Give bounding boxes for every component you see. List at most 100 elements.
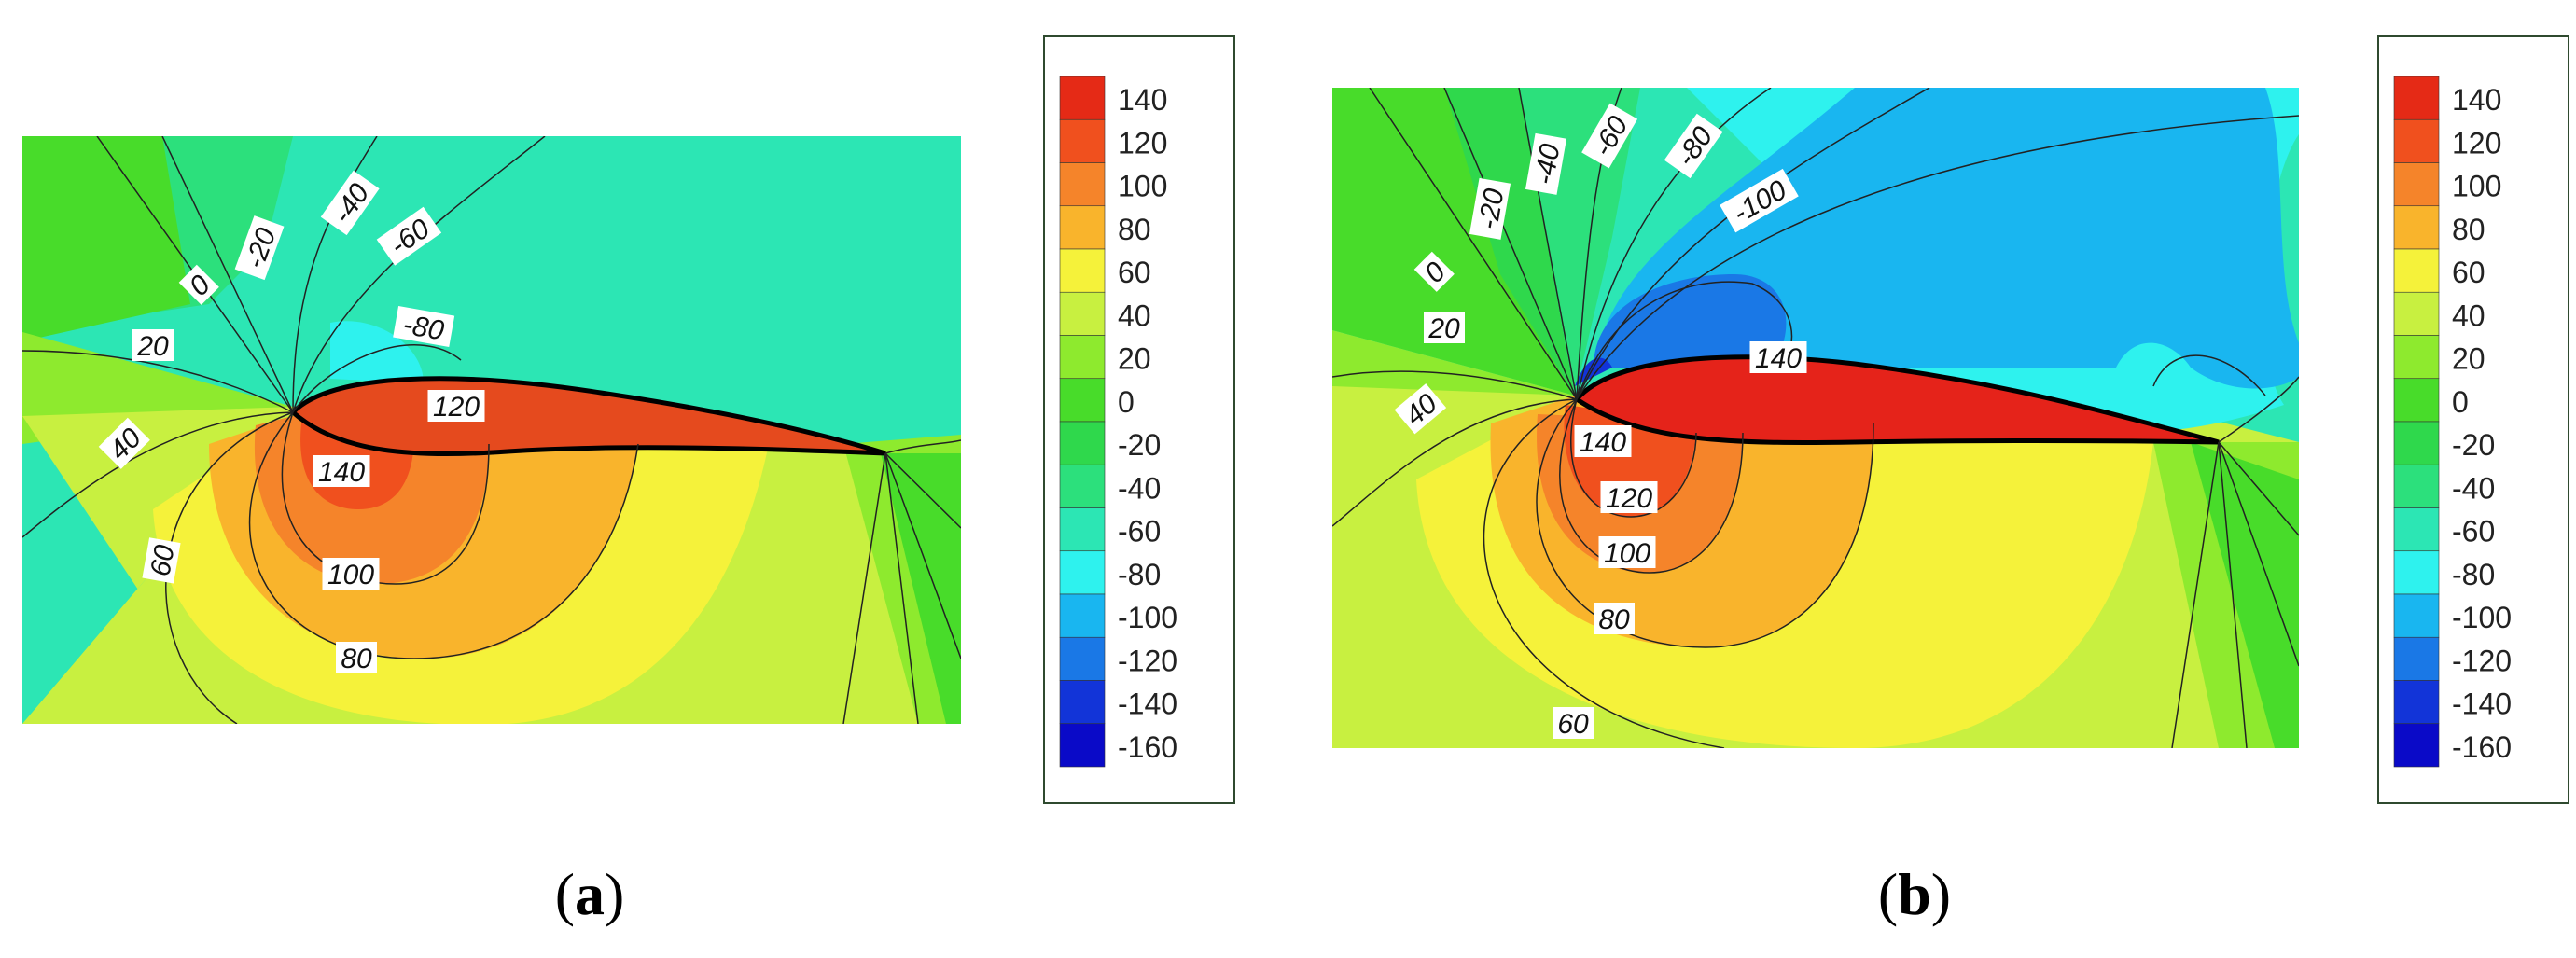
colorbar-a-tick-label: 100 — [1118, 170, 1167, 203]
caption-b: (b) — [1877, 861, 1952, 927]
colorbar-a-tick-label: -100 — [1118, 601, 1177, 634]
contour-label-a-bg — [336, 642, 377, 673]
region-0-right — [2191, 442, 2299, 748]
contour-label-b-bg — [1598, 536, 1656, 568]
contour-label-a-bg — [142, 537, 181, 584]
colorbar-b-swatch — [2393, 680, 2440, 725]
colorbar-a-swatch — [1059, 248, 1106, 293]
contour-label-a-bg — [427, 390, 485, 422]
contour-label-a-bg — [376, 206, 442, 266]
colorbar-b-swatch — [2393, 593, 2440, 638]
contour-plot-a: 0 -20 -40 -60 -80 20 40 60 120 140 100 80 — [22, 136, 961, 724]
contour-label-a: -80 — [401, 309, 447, 346]
contour-label-a-bg — [313, 455, 370, 487]
contour-label-b-bg — [1600, 481, 1658, 513]
colorbar-b-swatch — [2393, 464, 2440, 508]
colorbar-b-swatch — [2393, 118, 2440, 163]
colorbar-b-swatch — [2393, 76, 2440, 120]
caption-b-label: b — [1898, 861, 1931, 927]
contour-label-a-bg — [98, 417, 150, 469]
contour-label-a-bg — [234, 215, 285, 281]
colorbar-a-tick-label: -120 — [1118, 644, 1177, 677]
colorbar-a-tick-label: 80 — [1118, 213, 1151, 246]
contour-label-b: 20 — [1427, 313, 1460, 344]
colorbar-b-tick-label: 80 — [2452, 213, 2485, 246]
colorbar-b-swatch — [2393, 421, 2440, 465]
colorbar-b-tick-label: 20 — [2452, 342, 2485, 376]
contour-label-b-bg — [1413, 251, 1455, 292]
contour-label-a: 20 — [136, 331, 169, 362]
colorbar-b-swatch — [2393, 205, 2440, 250]
colorbar-a-swatch — [1059, 162, 1106, 207]
colorbar-b-swatch — [2393, 507, 2440, 552]
contour-label-b-group: 100 — [1598, 536, 1656, 569]
contour-label-b-bg — [1581, 103, 1638, 169]
colorbar-b-swatch — [2393, 335, 2440, 380]
contour-label-a-bg — [393, 305, 455, 348]
contour-label-a: 80 — [341, 644, 372, 674]
colorbar-b-tick-label: 100 — [2452, 170, 2501, 203]
colorbar-a-tick-label: -160 — [1118, 730, 1177, 764]
region-minus80 — [330, 321, 424, 383]
colorbar-a-swatch — [1059, 723, 1106, 768]
contour-label-b-group: 0 — [1413, 251, 1455, 292]
contour-label-b-group: 20 — [1424, 312, 1465, 344]
colorbar-a-swatch — [1059, 550, 1106, 595]
colorbar-b-tick-label: -60 — [2452, 515, 2495, 548]
colorbar-a-tick-label: -20 — [1118, 428, 1161, 462]
contour-label-a-group: 140 — [313, 455, 370, 488]
contour-label-a-group: -80 — [393, 305, 455, 348]
contour-label-b-bg — [1553, 707, 1594, 739]
region-0 — [22, 136, 190, 341]
colorbar-b-swatch — [2393, 550, 2440, 595]
region-20 — [1332, 330, 1575, 396]
colorbar-a-tick-label: 0 — [1118, 385, 1135, 419]
contour-label-b: 140 — [1580, 427, 1626, 458]
contour-plot-b: -60 -80 -100 -40 -20 0 20 40 140 140 120 100 80 60 — [1332, 88, 2299, 748]
colorbar-b-tick-label: 60 — [2452, 256, 2485, 289]
contour-label-b: 120 — [1606, 483, 1652, 514]
colorbar-a-swatch — [1059, 205, 1106, 250]
contour-label-b-group: 60 — [1553, 707, 1594, 740]
colorbar-a-tick-label: -80 — [1118, 558, 1161, 591]
contour-label-a-bg — [178, 264, 219, 305]
contour-label-b-bg — [1749, 341, 1807, 373]
colorbar-a-swatch — [1059, 593, 1106, 638]
colorbar-a-swatch — [1059, 421, 1106, 465]
contour-label-b: 60 — [1557, 709, 1589, 740]
contour-label-a-bg — [322, 558, 380, 590]
contour-label-a-bg — [132, 329, 174, 361]
contour-label-b-group: 140 — [1574, 425, 1632, 458]
contour-lines-b — [1332, 88, 2299, 748]
contour-label-b-bg — [1664, 113, 1723, 179]
colorbar-a-tick-label: 40 — [1118, 299, 1151, 332]
colorbar-b-tick-label: -20 — [2452, 428, 2495, 462]
contour-label-b: -40 — [1528, 142, 1566, 187]
colorbar-b-tick-label: -100 — [2452, 601, 2512, 634]
colorbar-b-tick-label: 120 — [2452, 126, 2501, 160]
region-minus120 — [1594, 274, 1787, 368]
colorbar-b-tick-label: -80 — [2452, 558, 2495, 591]
region-minus140 — [1575, 357, 1612, 386]
colorbar-a-swatch — [1059, 464, 1106, 508]
contour-label-b-group: -20 — [1469, 177, 1511, 240]
colorbar-b-tick-label: 0 — [2452, 385, 2469, 419]
colorbar-a-swatch — [1059, 118, 1106, 163]
colorbar-a-tick-label: -140 — [1118, 687, 1177, 721]
contour-label-a: 100 — [327, 560, 374, 590]
colorbar-a-swatch — [1059, 76, 1106, 120]
colorbar-b-tick-label: 40 — [2452, 299, 2485, 332]
colorbar-a-swatch — [1059, 378, 1106, 423]
contour-label-b-group: 140 — [1749, 341, 1807, 374]
colorbar-a-tick-label: -40 — [1118, 471, 1161, 505]
contour-label-b-group: -40 — [1525, 132, 1567, 195]
caption-a: (a) — [554, 861, 625, 927]
colorbar-a-swatch — [1059, 636, 1106, 681]
contour-label-b-bg — [1525, 132, 1567, 195]
colorbar-b-tick-label: 140 — [2452, 83, 2501, 117]
colorbar-b-tick-label: -140 — [2452, 687, 2512, 721]
contour-label-a-group: 120 — [427, 390, 485, 423]
contour-label-b-bg — [1394, 383, 1447, 435]
